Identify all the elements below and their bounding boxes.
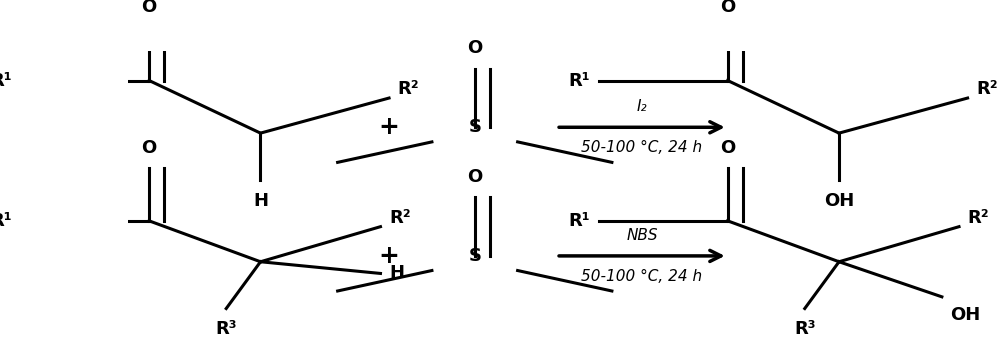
Text: R²: R² — [968, 209, 989, 227]
Text: OH: OH — [824, 191, 854, 210]
Text: 50-100 °C, 24 h: 50-100 °C, 24 h — [581, 269, 702, 284]
Text: NBS: NBS — [626, 228, 658, 243]
Text: R²: R² — [976, 80, 998, 98]
Text: R²: R² — [398, 80, 419, 98]
Text: R¹: R¹ — [0, 71, 12, 89]
Text: R¹: R¹ — [569, 212, 590, 230]
Text: H: H — [389, 265, 404, 283]
Text: R³: R³ — [794, 320, 815, 338]
Text: S: S — [468, 247, 481, 265]
Text: R¹: R¹ — [0, 212, 12, 230]
Text: R²: R² — [389, 209, 411, 227]
Text: 50-100 °C, 24 h: 50-100 °C, 24 h — [581, 140, 702, 156]
Text: O: O — [720, 138, 735, 157]
Text: O: O — [141, 0, 157, 16]
Text: R¹: R¹ — [569, 71, 590, 89]
Text: O: O — [467, 39, 482, 57]
Text: O: O — [141, 138, 157, 157]
Text: OH: OH — [950, 306, 981, 324]
Text: +: + — [379, 244, 399, 268]
Text: O: O — [467, 168, 482, 186]
Text: R³: R³ — [215, 320, 237, 338]
Text: H: H — [253, 191, 268, 210]
Text: +: + — [379, 115, 399, 139]
Text: S: S — [468, 118, 481, 136]
Text: O: O — [720, 0, 735, 16]
Text: I₂: I₂ — [637, 99, 647, 114]
